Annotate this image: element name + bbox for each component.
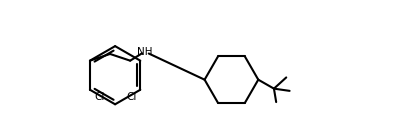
Text: Cl: Cl <box>126 92 136 102</box>
Text: NH: NH <box>137 47 152 57</box>
Text: Cl: Cl <box>94 92 104 102</box>
